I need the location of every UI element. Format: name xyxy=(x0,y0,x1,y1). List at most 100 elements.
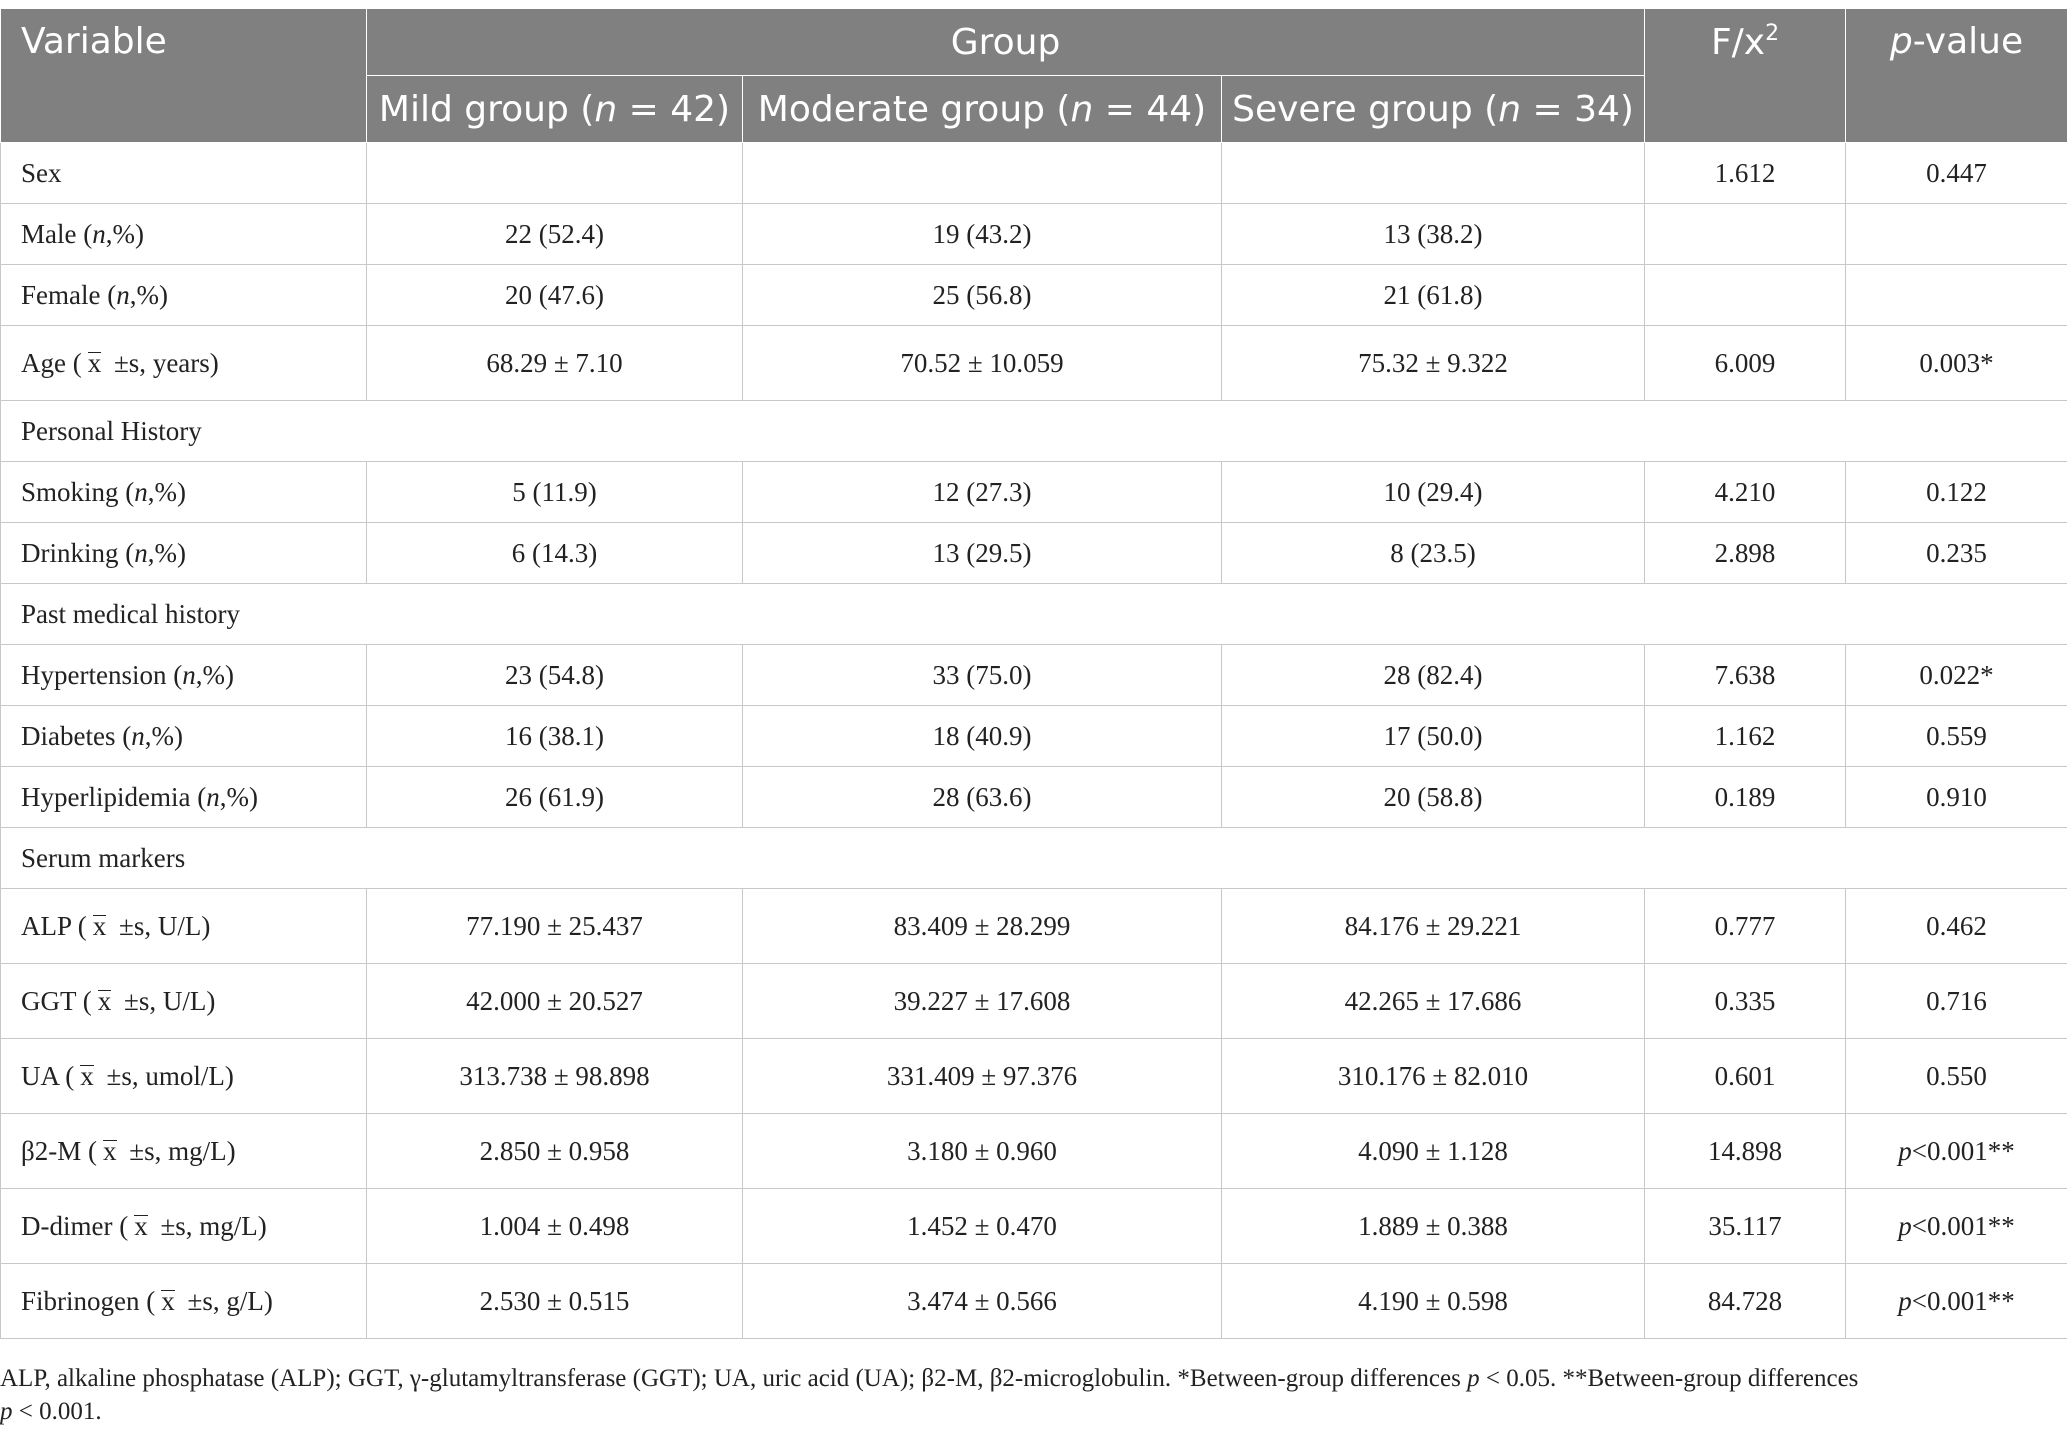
row-label-fibrinogen: Fibrinogen (x ±s, g/L) xyxy=(0,1263,367,1339)
table-row: Past medical history xyxy=(0,583,2067,645)
cell-moderate: 13 (29.5) xyxy=(742,522,1222,584)
cell-mild: 6 (14.3) xyxy=(366,522,743,584)
cell-f: 0.601 xyxy=(1644,1038,1847,1114)
row-label-ggt: GGT (x ±s, U/L) xyxy=(0,963,367,1039)
cell-f: 1.162 xyxy=(1644,705,1847,767)
cell-f: 6.009 xyxy=(1644,325,1847,401)
cell-p: p<0.001** xyxy=(1845,1263,2067,1339)
row-label-smoking: Smoking (n,%) xyxy=(0,461,367,523)
table-row: Personal History xyxy=(0,400,2067,462)
cell-mild: 1.004 ± 0.498 xyxy=(366,1188,743,1264)
data-table: Variable Group F/x2 p-value Mild group (… xyxy=(0,8,2067,1339)
cell-p: p<0.001** xyxy=(1845,1188,2067,1264)
cell-severe: 42.265 ± 17.686 xyxy=(1220,963,1646,1039)
cell-mild: 23 (54.8) xyxy=(366,644,743,706)
cell-f: 4.210 xyxy=(1644,461,1847,523)
cell-severe: 310.176 ± 82.010 xyxy=(1220,1038,1646,1114)
section-personal-history: Personal History xyxy=(0,400,2067,462)
cell-mild: 77.190 ± 25.437 xyxy=(366,888,743,964)
row-label-age: Age (x ±s, years) xyxy=(0,325,367,401)
table-row: Drinking (n,%) 6 (14.3) 13 (29.5) 8 (23.… xyxy=(0,522,2067,584)
cell-severe: 75.32 ± 9.322 xyxy=(1220,325,1646,401)
table-footnote: ALP, alkaline phosphatase (ALP); GGT, γ-… xyxy=(0,1365,1859,1425)
cell-p: p<0.001** xyxy=(1845,1113,2067,1189)
xbar-symbol: x xyxy=(155,1286,181,1317)
table-row: Hypertension (n,%) 23 (54.8) 33 (75.0) 2… xyxy=(0,644,2067,706)
header-group: Group xyxy=(365,8,1646,76)
cell-severe: 4.090 ± 1.128 xyxy=(1220,1113,1646,1189)
table-body: Sex 1.612 0.447 Male (n,%) 22 (52.4) 19 … xyxy=(0,142,2067,1339)
cell-severe: 20 (58.8) xyxy=(1220,766,1646,828)
cell-moderate: 70.52 ± 10.059 xyxy=(742,325,1222,401)
row-label-d-dimer: D-dimer (x ±s, mg/L) xyxy=(0,1188,367,1264)
xbar-symbol: x xyxy=(87,911,113,942)
cell-empty xyxy=(1845,264,2067,326)
table-row: Age (x ±s, years) 68.29 ± 7.10 70.52 ± 1… xyxy=(0,325,2067,401)
cell-empty xyxy=(742,142,1222,204)
xbar-symbol: x xyxy=(97,1136,123,1167)
cell-f: 2.898 xyxy=(1644,522,1847,584)
cell-mild: 26 (61.9) xyxy=(366,766,743,828)
row-label-drinking: Drinking (n,%) xyxy=(0,522,367,584)
cell-severe: 13 (38.2) xyxy=(1220,203,1646,265)
row-label-ua: UA (x ±s, umol/L) xyxy=(0,1038,367,1114)
xbar-symbol: x xyxy=(74,1061,100,1092)
cell-p: 0.235 xyxy=(1845,522,2067,584)
cell-f: 14.898 xyxy=(1644,1113,1847,1189)
cell-moderate: 25 (56.8) xyxy=(742,264,1222,326)
cell-p: 0.910 xyxy=(1845,766,2067,828)
cell-empty xyxy=(1644,203,1847,265)
cell-severe: 21 (61.8) xyxy=(1220,264,1646,326)
row-label-alp: ALP (x ±s, U/L) xyxy=(0,888,367,964)
cell-moderate: 331.409 ± 97.376 xyxy=(742,1038,1222,1114)
cell-moderate: 19 (43.2) xyxy=(742,203,1222,265)
table-row: D-dimer (x ±s, mg/L) 1.004 ± 0.498 1.452… xyxy=(0,1188,2067,1264)
cell-p: 0.122 xyxy=(1845,461,2067,523)
cell-moderate: 3.474 ± 0.566 xyxy=(742,1263,1222,1339)
cell-f: 1.612 xyxy=(1644,142,1847,204)
table-row: Male (n,%) 22 (52.4) 19 (43.2) 13 (38.2) xyxy=(0,203,2067,265)
cell-p: 0.716 xyxy=(1845,963,2067,1039)
cell-p: 0.022* xyxy=(1845,644,2067,706)
row-label-female: Female (n,%) xyxy=(0,264,367,326)
table-row: β2-M (x ±s, mg/L) 2.850 ± 0.958 3.180 ± … xyxy=(0,1113,2067,1189)
cell-severe: 1.889 ± 0.388 xyxy=(1220,1188,1646,1264)
cell-severe: 4.190 ± 0.598 xyxy=(1220,1263,1646,1339)
table-row: ALP (x ±s, U/L) 77.190 ± 25.437 83.409 ±… xyxy=(0,888,2067,964)
table-row: Hyperlipidemia (n,%) 26 (61.9) 28 (63.6)… xyxy=(0,766,2067,828)
cell-mild: 5 (11.9) xyxy=(366,461,743,523)
xbar-symbol: x xyxy=(82,348,108,379)
cell-moderate: 3.180 ± 0.960 xyxy=(742,1113,1222,1189)
cell-f: 0.777 xyxy=(1644,888,1847,964)
cell-p: 0.447 xyxy=(1845,142,2067,204)
cell-f: 7.638 xyxy=(1644,644,1847,706)
cell-moderate: 18 (40.9) xyxy=(742,705,1222,767)
cell-severe: 8 (23.5) xyxy=(1220,522,1646,584)
cell-severe: 84.176 ± 29.221 xyxy=(1220,888,1646,964)
cell-mild: 16 (38.1) xyxy=(366,705,743,767)
header-p-value: p-value xyxy=(1845,8,2067,143)
table-row: UA (x ±s, umol/L) 313.738 ± 98.898 331.4… xyxy=(0,1038,2067,1114)
cell-p: 0.003* xyxy=(1845,325,2067,401)
cell-severe: 17 (50.0) xyxy=(1220,705,1646,767)
cell-mild: 22 (52.4) xyxy=(366,203,743,265)
table-row: Fibrinogen (x ±s, g/L) 2.530 ± 0.515 3.4… xyxy=(0,1263,2067,1339)
table-row: Sex 1.612 0.447 xyxy=(0,142,2067,204)
xbar-symbol: x xyxy=(92,986,118,1017)
section-serum-markers: Serum markers xyxy=(0,827,2067,889)
row-label-hyperlipidemia: Hyperlipidemia (n,%) xyxy=(0,766,367,828)
table-row: Smoking (n,%) 5 (11.9) 12 (27.3) 10 (29.… xyxy=(0,461,2067,523)
cell-moderate: 33 (75.0) xyxy=(742,644,1222,706)
table-row: Female (n,%) 20 (47.6) 25 (56.8) 21 (61.… xyxy=(0,264,2067,326)
cell-mild: 2.850 ± 0.958 xyxy=(366,1113,743,1189)
cell-moderate: 1.452 ± 0.470 xyxy=(742,1188,1222,1264)
cell-mild: 2.530 ± 0.515 xyxy=(366,1263,743,1339)
cell-empty xyxy=(1644,264,1847,326)
cell-moderate: 12 (27.3) xyxy=(742,461,1222,523)
table-row: Serum markers xyxy=(0,827,2067,889)
header-variable: Variable xyxy=(0,8,367,143)
row-label-hypertension: Hypertension (n,%) xyxy=(0,644,367,706)
section-past-medical-history: Past medical history xyxy=(0,583,2067,645)
cell-f: 35.117 xyxy=(1644,1188,1847,1264)
cell-severe: 28 (82.4) xyxy=(1220,644,1646,706)
